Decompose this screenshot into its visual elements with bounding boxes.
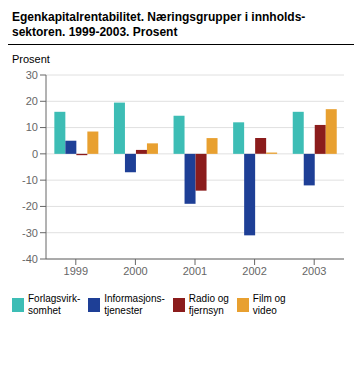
svg-text:-10: -10 [22,174,38,186]
svg-text:0: 0 [32,148,38,160]
svg-text:2000: 2000 [123,265,147,277]
html-text:tjenester: tjenester [104,305,143,316]
html-text:sektoren. 1999-2003. Prosent: sektoren. 1999-2003. Prosent [12,25,178,39]
html-text:Egenkapitalrentabilitet. Nærin: Egenkapitalrentabilitet. Næringsgrupper … [12,10,306,24]
html-text:fjernsyn: fjernsyn [188,305,224,316]
html-text:Radio og: Radio og [188,293,229,304]
html-text:somhet: somhet [28,305,61,316]
svg-text:2002: 2002 [242,265,266,277]
svg-text:1999: 1999 [64,265,88,277]
svg-text:-40: -40 [22,253,38,265]
svg-text:-30: -30 [22,227,38,239]
svg-text:-20: -20 [22,200,38,212]
html-text:video: video [252,305,277,316]
html-text:Film og: Film og [252,293,286,304]
svg-text:2003: 2003 [302,265,326,277]
html-text:Forlagsvirk-: Forlagsvirk- [28,293,81,304]
html-text:Prosent: Prosent [12,53,50,65]
html-text:Informasjons-: Informasjons- [104,293,165,304]
svg-text:30: 30 [26,69,38,81]
svg-text:20: 20 [26,95,38,107]
svg-text:2001: 2001 [183,265,207,277]
svg-text:10: 10 [26,121,38,133]
